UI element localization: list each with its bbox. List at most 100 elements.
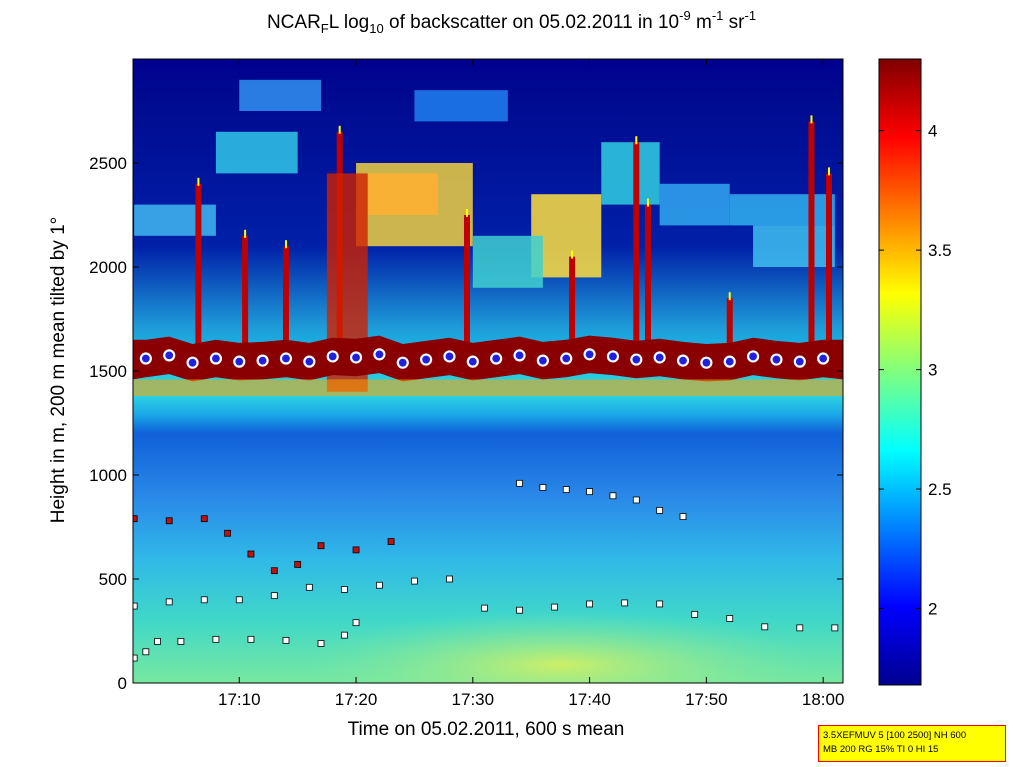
- near-surface-layer: [300, 610, 820, 683]
- cloud-base-marker: [233, 355, 246, 368]
- cloud-base-marker: [490, 352, 503, 365]
- cloud-base-marker: [396, 356, 409, 369]
- layer-marker: [352, 546, 360, 554]
- convective-spike: [726, 298, 733, 351]
- layer-marker: [294, 561, 302, 568]
- convective-spike-top: [728, 292, 731, 301]
- boundary-layer-glow: [133, 379, 843, 396]
- convective-spike-top: [197, 177, 200, 186]
- layer-marker: [609, 492, 617, 500]
- cloud-base-marker: [466, 355, 479, 368]
- cloud-base-marker: [723, 355, 736, 368]
- cloud-base-markers: [139, 348, 830, 369]
- y-tick-label: 1500: [89, 362, 127, 381]
- layer-marker: [224, 529, 231, 537]
- cloud-base-marker: [443, 350, 456, 363]
- layer-marker: [516, 479, 523, 487]
- layer-marker: [305, 583, 313, 591]
- cloud-base-marker: [676, 354, 690, 367]
- y-tick-label: 0: [118, 674, 127, 693]
- layer-marker: [270, 567, 278, 575]
- cloud-base-marker: [513, 349, 526, 362]
- layer-marker: [165, 517, 173, 525]
- x-tick-label: 18:00: [802, 690, 845, 709]
- convective-spike: [569, 256, 576, 351]
- x-tick-label: 17:40: [568, 690, 611, 709]
- cloud-patch: [215, 131, 298, 174]
- convective-spike: [282, 246, 289, 351]
- convective-spike-top: [810, 115, 813, 124]
- colorbar-tick-label: 3.5: [928, 241, 952, 260]
- layer-marker: [247, 635, 255, 643]
- layer-marker: [340, 586, 348, 593]
- layer-marker: [539, 484, 547, 491]
- convective-spike: [825, 173, 832, 351]
- layer-marker: [235, 596, 243, 604]
- convective-spike-top: [827, 167, 830, 176]
- layer-marker: [165, 598, 173, 606]
- cloud-base-marker: [326, 350, 339, 363]
- layer-marker: [212, 635, 220, 643]
- cloud-base-marker: [606, 350, 620, 363]
- cloud-patch: [729, 194, 835, 226]
- layer-marker: [621, 599, 629, 607]
- convective-spike: [808, 121, 815, 351]
- y-axis: 0 500 1000 1500 2000 2500: [89, 154, 843, 693]
- cloud-base-marker: [373, 348, 386, 361]
- layer-marker: [691, 610, 699, 618]
- colorbar-ticks: 2 2.5 3 3.5 4: [879, 122, 952, 619]
- layer-marker: [142, 648, 150, 656]
- layer-marker: [317, 542, 325, 550]
- colorbar-tick-label: 2: [928, 600, 937, 619]
- colorbar-tick-label: 2.5: [928, 480, 952, 499]
- layer-marker: [282, 636, 290, 644]
- y-tick-label: 1000: [89, 466, 127, 485]
- cloud-base-marker: [349, 351, 363, 364]
- layer-marker: [562, 486, 570, 493]
- layer-marker: [481, 604, 488, 612]
- cloud-base-marker: [536, 354, 549, 367]
- convective-spike-top: [646, 198, 649, 207]
- x-axis-label: Time on 05.02.2011, 600 s mean: [348, 719, 625, 740]
- layer-marker: [133, 515, 138, 523]
- convective-spike-top: [465, 209, 468, 217]
- cloud-base-marker: [630, 353, 643, 366]
- layer-marker: [247, 550, 255, 558]
- cloud-base-marker: [700, 356, 713, 369]
- convective-spike-top: [635, 136, 638, 145]
- layer-marker: [375, 581, 383, 589]
- layer-marker: [352, 619, 360, 627]
- colorbar-tick-label: 3: [928, 361, 937, 380]
- x-tick-label: 17:50: [685, 690, 728, 709]
- layer-marker: [387, 538, 395, 545]
- y-tick-label: 500: [99, 570, 127, 589]
- layer-marker: [270, 592, 278, 600]
- convective-spike: [195, 183, 202, 351]
- layer-marker: [516, 606, 523, 614]
- layer-marker: [586, 488, 593, 496]
- chart-title: NCARFL log10 of backscatter on 05.02.201…: [266, 8, 757, 36]
- settings-info-box: 3.5XEFMUV 5 [100 2500] NH 600 MB 200 RG …: [818, 725, 1006, 762]
- layer-marker: [133, 602, 138, 610]
- convective-spike-top: [284, 240, 287, 249]
- cloud-base-marker: [583, 348, 596, 361]
- cloud-patch: [414, 90, 508, 122]
- layer-marker: [551, 603, 558, 611]
- info-line-2: MB 200 RG 15% TI 0 HI 15: [823, 744, 939, 755]
- cloud-base-marker: [279, 352, 293, 365]
- layer-marker: [200, 596, 208, 604]
- cloud-base-marker: [186, 356, 199, 369]
- layer-marker: [340, 631, 348, 639]
- layer-marker: [656, 600, 664, 608]
- cloud-base-marker: [653, 351, 666, 364]
- layer-marker: [446, 575, 453, 583]
- cloud-patch: [239, 79, 322, 111]
- cloud-patch: [367, 173, 438, 215]
- convective-spike-top: [338, 125, 341, 134]
- layer-marker: [154, 638, 161, 645]
- colorbar: [878, 58, 922, 686]
- convective-spike: [463, 215, 470, 351]
- cloud-base-marker: [793, 355, 806, 368]
- layer-marker: [726, 615, 734, 622]
- heatmap-area: [133, 59, 843, 683]
